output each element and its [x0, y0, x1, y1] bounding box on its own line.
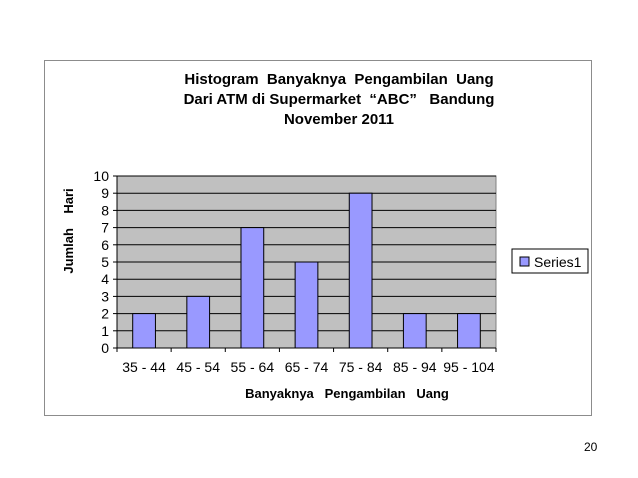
chart-title-line-3: November 2011: [283, 111, 395, 128]
legend-swatch: [519, 256, 530, 267]
legend-label: Series1: [534, 254, 582, 270]
x-tick-label: 65 - 74: [285, 359, 329, 375]
chart-frame: Histogram Banyaknya Pengambilan Uang Dar…: [44, 60, 592, 416]
y-tick-label: 0: [101, 340, 109, 356]
x-tick-label: 95 - 104: [443, 359, 495, 375]
y-axis-label: Jumlah Hari: [61, 188, 76, 273]
bar-45-54: [186, 295, 211, 349]
x-tick-label: 35 - 44: [122, 359, 166, 375]
x-tick-label: 55 - 64: [231, 359, 275, 375]
bar-95-104: [457, 313, 481, 349]
x-tick-label: 45 - 54: [176, 359, 220, 375]
bar-85-94: [402, 313, 427, 349]
y-tick-label: 10: [93, 168, 109, 184]
bar-65-74: [294, 261, 319, 349]
y-tick-label: 7: [101, 220, 109, 236]
x-axis-label: Banyaknya Pengambilan Uang: [245, 386, 449, 401]
x-tick-label: 85 - 94: [393, 359, 437, 375]
y-tick-label: 1: [101, 323, 109, 339]
chart-title-line-1: Histogram Banyaknya Pengambilan Uang: [184, 71, 494, 88]
y-tick-label: 8: [101, 202, 109, 218]
legend-box: [511, 248, 589, 274]
bar-75-84: [348, 192, 373, 349]
y-tick-label: 9: [101, 185, 109, 201]
bar-35-44: [132, 313, 156, 349]
y-tick-label: 4: [101, 271, 109, 287]
bar-55-64: [240, 227, 265, 349]
y-tick-label: 3: [101, 288, 109, 304]
y-tick-label: 2: [101, 306, 109, 322]
slide-number: 20: [584, 440, 598, 454]
chart-title-line-2: Dari ATM di Supermarket “ABC” Bandung: [183, 91, 495, 108]
x-tick-label: 75 - 84: [339, 359, 383, 375]
y-tick-label: 5: [101, 254, 109, 270]
y-tick-label: 6: [101, 237, 109, 253]
